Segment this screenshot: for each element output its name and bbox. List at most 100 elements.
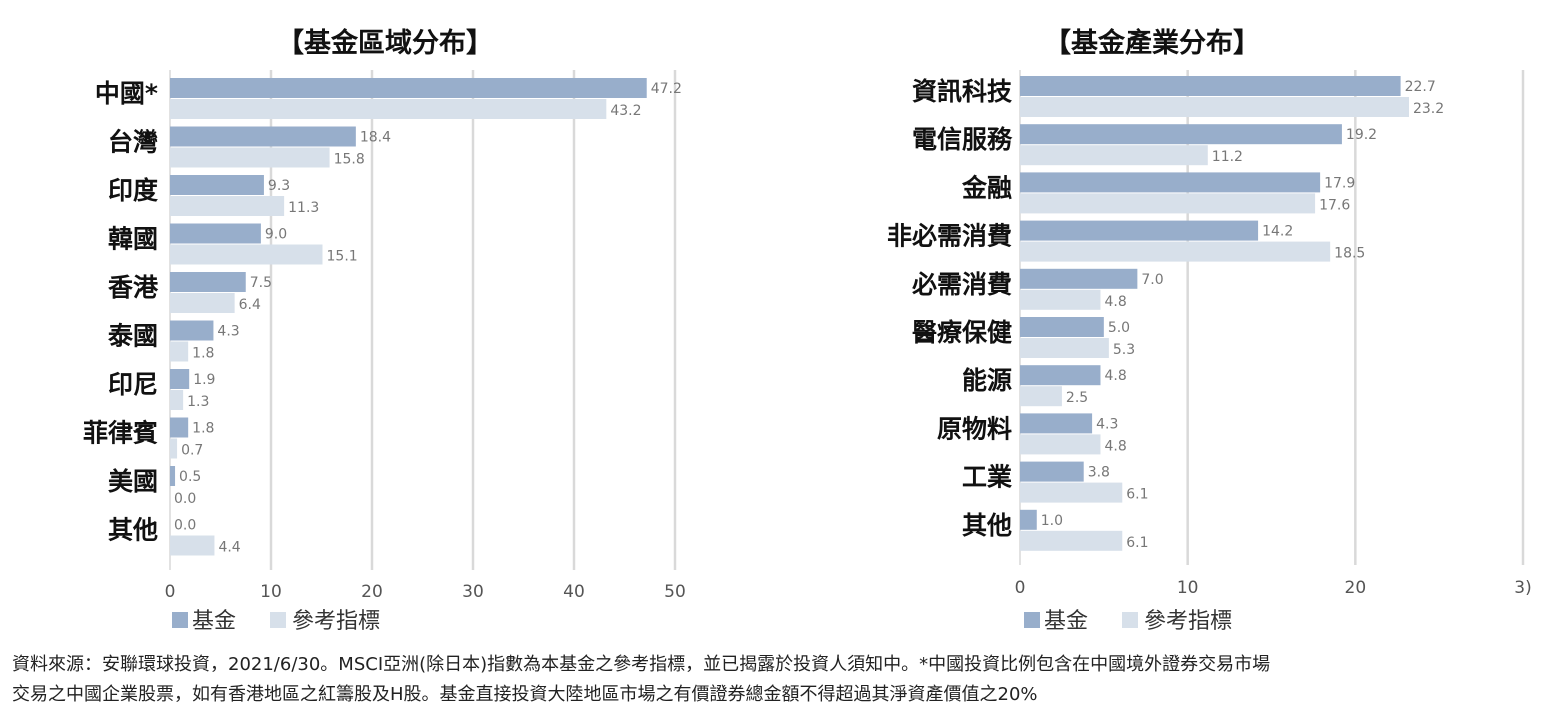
chart2-bar-benchmark: [1020, 145, 1208, 166]
chart2-bar-fund: [1020, 268, 1138, 289]
chart2-bar-benchmark: [1020, 241, 1331, 262]
chart2-category-label: 其他: [962, 511, 1012, 540]
chart2-legend-swatch-fund: [1024, 612, 1040, 628]
chart2-bar-fund: [1020, 461, 1084, 482]
chart2-x-tick-label: 10: [1177, 578, 1199, 598]
chart1-bar-benchmark: [170, 438, 178, 459]
chart1-data-label-fund: 4.3: [217, 324, 239, 340]
chart1-data-label-fund: 47.2: [651, 81, 682, 97]
chart2-data-label-benchmark: 4.8: [1104, 294, 1126, 310]
chart2-bar-fund: [1020, 413, 1093, 434]
charts-canvas: 【基金區域分布】 0 10 20 30 40 50 中國* 47.2 43.2 台灣 18.4 15.8…: [83, 27, 1532, 634]
chart1-legend-label-benchmark: 參考指標: [292, 609, 380, 634]
chart2-category-label: 醫療保健: [912, 318, 1012, 347]
chart1-data-label-fund: 9.3: [268, 178, 290, 194]
chart2-bar-fund: [1020, 509, 1037, 530]
chart1-bar-fund: [170, 466, 176, 486]
chart1-bar-benchmark: [170, 99, 607, 119]
chart1-data-label-fund: 18.4: [360, 130, 391, 146]
footnote-line-2: 交易之中國企業股票，如有香港地區之紅籌股及H股。基金直接投資大陸地區市場之有價證…: [12, 684, 1038, 705]
chart1-bar-fund: [170, 369, 190, 389]
chart2-bar-fund: [1020, 124, 1342, 145]
chart2-data-label-fund: 17.9: [1324, 175, 1355, 191]
chart2-data-label-fund: 14.2: [1262, 224, 1293, 240]
chart1-data-label-benchmark: 11.3: [288, 200, 319, 216]
chart2-legend-label-benchmark: 參考指標: [1144, 609, 1232, 634]
chart1-data-label-benchmark: 0.0: [174, 491, 196, 507]
chart1-data-label-benchmark: 4.4: [218, 540, 240, 556]
chart2-data-label-benchmark: 17.6: [1319, 197, 1350, 213]
chart1-legend-swatch-benchmark: [270, 612, 286, 628]
chart2-bar-benchmark: [1020, 97, 1409, 117]
chart2-data-label-benchmark: 23.2: [1413, 101, 1444, 117]
chart2-data-label-fund: 19.2: [1346, 127, 1377, 143]
chart2-bar-benchmark: [1020, 434, 1101, 455]
chart2-category-label: 金融: [961, 173, 1012, 202]
chart1-category-label: 美國: [108, 467, 158, 496]
chart1-data-label-benchmark: 15.8: [334, 152, 365, 168]
chart2-bar-benchmark: [1020, 530, 1123, 551]
chart1-title: 【基金區域分布】: [277, 27, 493, 59]
chart1-x-tick-label: 20: [361, 582, 383, 602]
chart1-category-label: 香港: [108, 273, 159, 302]
chart2-x-tick-label: 20: [1345, 578, 1367, 598]
chart1-category-label: 韓國: [108, 225, 158, 254]
chart2-category-label: 能源: [962, 366, 1012, 395]
chart1-legend-swatch-fund: [172, 612, 188, 628]
chart2-bar-fund: [1020, 76, 1401, 96]
chart2-bar-benchmark: [1020, 386, 1062, 407]
chart2-category-label: 工業: [962, 463, 1012, 492]
chart1-bar-fund: [170, 320, 214, 341]
chart2-category-label: 原物料: [937, 414, 1012, 443]
chart1-data-label-benchmark: 43.2: [610, 103, 641, 119]
chart2-data-label-fund: 4.3: [1096, 416, 1118, 432]
chart1-bar-benchmark: [170, 535, 215, 556]
chart1-data-label-fund: 7.5: [250, 275, 272, 291]
chart1-data-label-benchmark: 1.3: [187, 394, 209, 410]
chart1-bar-benchmark: [170, 147, 330, 168]
chart1-x-tick-label: 50: [664, 582, 686, 602]
chart1-category-label: 台灣: [108, 128, 158, 157]
chart2-legend-swatch-benchmark: [1122, 612, 1138, 628]
chart2-category-label: 非必需消費: [887, 222, 1012, 251]
chart2-bar-benchmark: [1020, 338, 1109, 358]
chart2-data-label-benchmark: 2.5: [1066, 390, 1088, 406]
chart1-data-label-fund: 1.9: [193, 372, 215, 388]
chart1-data-label-benchmark: 15.1: [327, 249, 358, 265]
chart2-category-label: 電信服務: [912, 125, 1013, 154]
chart1-data-label-fund: 0.5: [179, 469, 201, 485]
chart1-category-label: 中國*: [95, 79, 158, 108]
chart1-x-tick-label: 40: [563, 582, 585, 602]
chart1-data-label-benchmark: 0.7: [181, 443, 203, 459]
chart1-bar-benchmark: [170, 196, 285, 216]
chart2-x-tick-label: 0: [1015, 578, 1026, 598]
chart1-legend-label-fund: 基金: [192, 609, 236, 634]
chart1-bar-fund: [170, 223, 261, 244]
chart2-x-tick-label: 3): [1514, 578, 1531, 598]
chart1-x-tick-label: 10: [260, 582, 282, 602]
chart1-bar-benchmark: [170, 341, 189, 362]
chart2-data-label-fund: 4.8: [1104, 368, 1126, 384]
footnote-line-1: 資料來源：安聯環球投資，2021/6/30。MSCI亞洲(除日本)指數為本基金之…: [12, 654, 1271, 675]
chart1-data-label-fund: 1.8: [192, 421, 214, 437]
chart1-x-tick-label: 0: [165, 582, 176, 602]
chart2-data-label-benchmark: 4.8: [1104, 438, 1126, 454]
chart1-data-label-benchmark: 6.4: [239, 297, 261, 313]
chart2-title: 【基金產業分布】: [1044, 27, 1260, 59]
chart2-data-label-fund: 22.7: [1405, 79, 1436, 95]
chart2-data-label-benchmark: 18.5: [1334, 246, 1365, 262]
chart2-data-label-fund: 5.0: [1108, 320, 1130, 336]
chart2-category-label: 必需消費: [912, 270, 1012, 299]
chart1-bar-benchmark: [170, 244, 323, 265]
chart2-data-label-fund: 3.8: [1088, 465, 1110, 481]
chart2-data-label-benchmark: 11.2: [1212, 149, 1243, 165]
chart1-bar-fund: [170, 175, 264, 195]
chart1-bar-fund: [170, 417, 189, 438]
chart1-bar-fund: [170, 126, 356, 147]
chart2-bar-fund: [1020, 365, 1101, 386]
chart1-category-label: 印度: [108, 176, 158, 205]
chart1-category-label: 印尼: [108, 370, 158, 399]
chart2-bar-fund: [1020, 317, 1104, 337]
chart2-data-label-benchmark: 5.3: [1113, 342, 1135, 358]
chart1-x-tick-label: 30: [462, 582, 484, 602]
